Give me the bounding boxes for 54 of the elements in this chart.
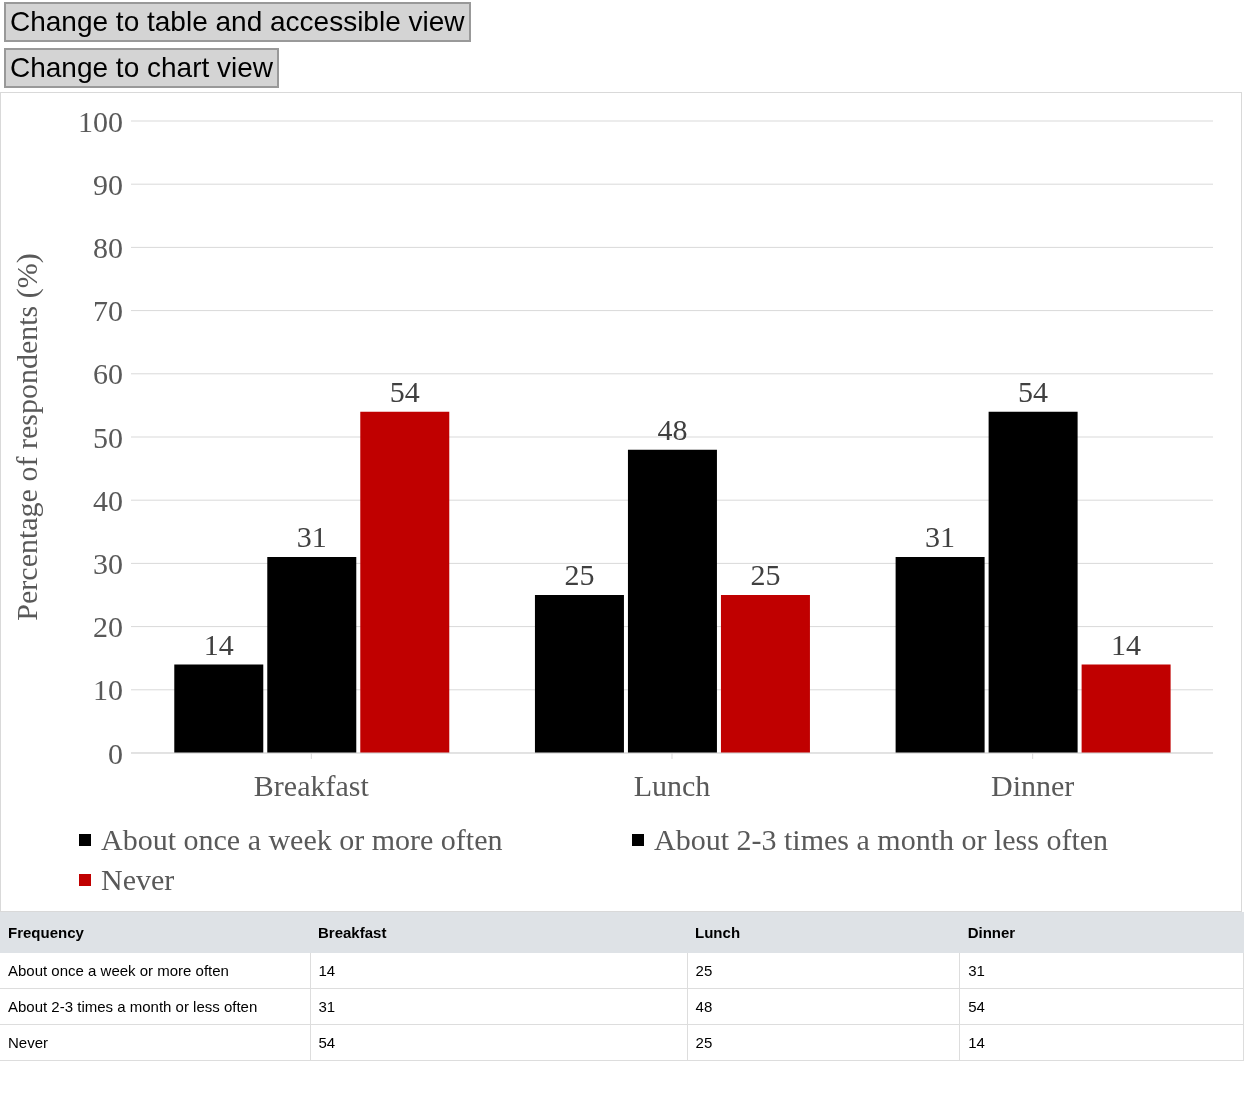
data-label: 54 (310, 1024, 688, 1061)
y-axis-title: Percentage of respondents (%) (9, 253, 44, 621)
text: About 2-3 times a month or less often (0, 988, 310, 1025)
data-label: 31 (310, 988, 688, 1025)
data-label: 31 (925, 520, 956, 554)
data-label: 25 (564, 558, 595, 591)
bar (720, 595, 810, 753)
bar (360, 411, 450, 753)
data-label: 54 (389, 374, 420, 408)
y-tick-label: 100 (78, 104, 123, 138)
legend-label: Never (100, 863, 176, 897)
bar (627, 449, 717, 753)
data-label: 54 (1018, 374, 1049, 408)
y-tick-label: 60 (93, 357, 123, 391)
data-label: 14 (959, 1024, 1244, 1061)
text: Never (0, 1024, 310, 1061)
y-tick-label: 20 (93, 610, 123, 644)
bar (895, 557, 985, 753)
data-label: 54 (959, 988, 1244, 1025)
legend-label: About once a week or more often (100, 823, 504, 857)
legend-label: About 2-3 times a month or less often (653, 823, 1110, 857)
x-tick-label: Breakfast (253, 769, 370, 803)
category-label: Lunch (694, 923, 742, 943)
data-label: 31 (296, 520, 327, 554)
x-tick-label: Dinner (991, 769, 1075, 803)
y-tick-label: 90 (93, 167, 123, 201)
y-tick-label: 50 (93, 420, 123, 454)
y-tick-label: 40 (93, 483, 123, 517)
data-label: 25 (687, 1024, 960, 1061)
data-label: 14 (310, 953, 688, 989)
data-label: 25 (687, 953, 960, 989)
y-tick-label: 80 (93, 231, 123, 265)
data-label: 48 (687, 988, 960, 1025)
category-label: Breakfast (317, 923, 388, 943)
y-tick-label: 70 (93, 294, 123, 328)
data-label: 14 (1111, 627, 1142, 661)
category-label: Dinner (966, 923, 1017, 943)
x-tick-label: Lunch (633, 769, 711, 803)
bar (534, 595, 624, 753)
text: About once a week or more often (0, 953, 310, 989)
legend-title: Frequency (7, 923, 85, 943)
text: Change to table and accessible view (4, 2, 471, 42)
y-tick-label: 10 (93, 673, 123, 707)
data-label: 48 (657, 412, 688, 446)
y-tick-label: 0 (108, 736, 123, 770)
bar (1081, 664, 1171, 753)
text: Change to chart view (4, 48, 280, 88)
bar (174, 664, 264, 753)
bar (267, 557, 357, 753)
data-label: 25 (750, 558, 781, 591)
bar (988, 411, 1078, 753)
data-label: 31 (959, 953, 1244, 989)
data-label: 14 (203, 627, 234, 661)
y-tick-label: 30 (93, 547, 123, 581)
